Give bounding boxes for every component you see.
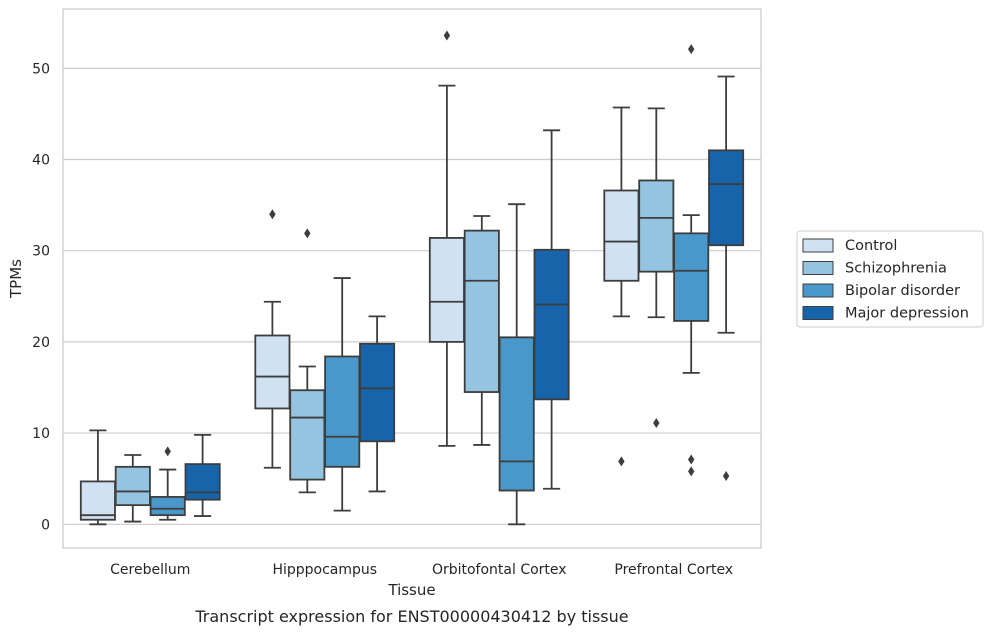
outlier-point bbox=[688, 44, 695, 55]
box-body bbox=[254, 334, 291, 410]
y-tick-label: 20 bbox=[32, 335, 50, 351]
y-tick-label: 50 bbox=[32, 61, 50, 77]
box-body bbox=[324, 355, 361, 468]
y-tick-label: 30 bbox=[32, 244, 50, 260]
box-bipolar-disorder bbox=[149, 446, 186, 521]
x-tick-label: Hipppocampus bbox=[272, 562, 377, 578]
box-control bbox=[254, 209, 291, 469]
x-tick-label: Orbitofontal Cortex bbox=[432, 562, 567, 578]
y-tick-labels: 0 10 20 30 40 50 bbox=[32, 61, 50, 533]
grid-lines bbox=[63, 67, 761, 525]
x-axis-label: Tissue bbox=[387, 581, 435, 599]
box-bipolar-disorder bbox=[324, 277, 361, 512]
outlier-point bbox=[269, 209, 276, 220]
box-major-depression bbox=[359, 315, 396, 493]
legend-swatch bbox=[802, 283, 834, 298]
box-control bbox=[603, 106, 640, 467]
box-schizophrenia bbox=[463, 215, 500, 446]
box-major-depression bbox=[533, 129, 570, 490]
plot-frame bbox=[62, 8, 762, 549]
legend-label: Major depression bbox=[845, 306, 969, 322]
box-body bbox=[673, 232, 710, 322]
box-major-depression bbox=[708, 75, 745, 481]
y-tick-label: 40 bbox=[32, 152, 50, 168]
outlier-point bbox=[304, 228, 311, 239]
legend-label: Control bbox=[845, 238, 897, 254]
outlier-point bbox=[443, 30, 451, 41]
box-control bbox=[79, 429, 116, 526]
legend-swatch bbox=[802, 306, 834, 320]
chart-caption: Transcript expression for ENST0000043041… bbox=[194, 607, 628, 626]
legend-items: Control Schizophrenia Bipolar disorder Majo… bbox=[802, 238, 969, 322]
outlier-point bbox=[618, 456, 625, 467]
legend: Control Schizophrenia Bipolar disorder Majo… bbox=[796, 230, 984, 328]
box-body bbox=[463, 229, 500, 393]
box-body bbox=[603, 189, 640, 282]
box-schizophrenia bbox=[289, 228, 326, 494]
legend-label: Bipolar disorder bbox=[845, 283, 960, 299]
outlier-point bbox=[653, 418, 660, 429]
y-axis-label: TPMs bbox=[7, 259, 25, 299]
legend-item: Bipolar disorder bbox=[802, 283, 960, 299]
box-schizophrenia bbox=[114, 454, 151, 523]
x-tick-label: Prefrontal Cortex bbox=[614, 562, 733, 578]
legend-label: Schizophrenia bbox=[845, 261, 947, 277]
box-body bbox=[79, 480, 116, 521]
outlier-point bbox=[688, 454, 695, 465]
box-bipolar-disorder bbox=[673, 44, 710, 477]
box-groups bbox=[79, 30, 745, 526]
y-tick-label: 0 bbox=[41, 517, 50, 533]
box-body bbox=[359, 342, 396, 443]
box-body bbox=[184, 463, 221, 501]
x-tick-labels: Cerebellum Hipppocampus Orbitofontal Corte… bbox=[110, 562, 733, 578]
box-body bbox=[708, 149, 745, 247]
box-body bbox=[149, 496, 186, 517]
legend-item: Schizophrenia bbox=[802, 261, 947, 277]
outlier-point bbox=[164, 446, 171, 457]
legend-item: Major depression bbox=[802, 306, 969, 322]
outlier-point bbox=[722, 470, 730, 481]
box-body bbox=[533, 248, 570, 401]
box-control bbox=[428, 30, 465, 447]
box-body bbox=[498, 336, 535, 492]
x-tick-label: Cerebellum bbox=[110, 562, 190, 578]
box-bipolar-disorder bbox=[498, 203, 535, 526]
box-body bbox=[428, 237, 465, 343]
legend-swatch bbox=[802, 238, 834, 253]
box-body bbox=[114, 465, 151, 507]
legend-item: Control bbox=[802, 238, 897, 254]
outlier-point bbox=[688, 466, 695, 477]
box-body bbox=[638, 179, 675, 273]
legend-frame bbox=[796, 230, 984, 328]
legend-swatch bbox=[802, 261, 834, 275]
box-major-depression bbox=[184, 434, 221, 517]
y-tick-label: 10 bbox=[32, 426, 50, 442]
box-body bbox=[289, 389, 326, 481]
box-schizophrenia bbox=[638, 107, 675, 429]
